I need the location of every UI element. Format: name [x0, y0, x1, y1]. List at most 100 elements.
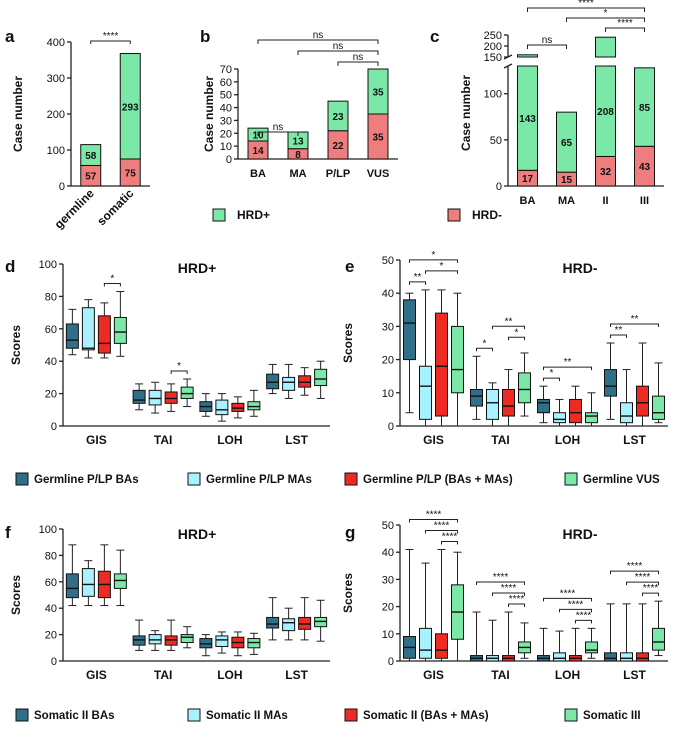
panel-letter-a: a: [5, 27, 15, 46]
data-label-hrd-pos: 85: [639, 103, 651, 114]
y-axis-label-b: Case number: [202, 76, 216, 152]
box-LOH-1: [215, 635, 229, 647]
sig-bracket-g-0-line: [441, 540, 458, 545]
panel-letter-d: d: [5, 257, 15, 276]
box-LST-1: [282, 618, 296, 632]
box-LST-1: [282, 376, 296, 391]
sig-bracket-e-7-label: **: [564, 357, 572, 368]
sig-bracket-g-11-line: [610, 570, 659, 575]
sig-bracket-g-5-label: ****: [493, 572, 509, 583]
sig-bracket-g-7-label: ****: [568, 599, 584, 610]
sig-bracket-e-3-line: [476, 347, 493, 352]
x-tick-label-GIS: GIS: [86, 668, 107, 682]
sig-bracket-c-2-line: [605, 27, 645, 32]
box-GIS-2: [97, 315, 111, 354]
sig-bracket-c-4-line: [527, 7, 645, 12]
sig-bracket-b-1-line: [257, 131, 299, 136]
x-tick-label-somatic: somatic: [94, 186, 136, 228]
y-tick-label-a: 0: [59, 181, 65, 193]
data-label-hrd-neg: 17: [522, 174, 534, 185]
y-axis-label-e: Scores: [341, 323, 355, 363]
x-tick-label-BA: BA: [250, 168, 266, 180]
y-tick-label-e: 30: [382, 321, 394, 333]
x-tick-label-VUS: VUS: [367, 168, 390, 180]
legend-swatch-legend_germline-0: [15, 472, 29, 486]
sig-bracket-e-1-line: [425, 270, 458, 274]
x-tick-label-TAI: TAI: [154, 433, 172, 447]
sig-bracket-e-7-line: [543, 366, 592, 371]
data-label-hrd-neg: 35: [372, 133, 384, 144]
panel-letter-c: c: [430, 27, 439, 46]
x-tick-label-LOH: LOH: [555, 433, 580, 447]
sig-bracket-b-4-line: [257, 39, 379, 44]
sig-bracket-c-3-label: *: [604, 8, 608, 19]
y-tick-label-b: 30: [220, 115, 232, 127]
x-tick-label-LST: LST: [285, 668, 308, 682]
sig-bracket-e-1-label: *: [440, 261, 444, 272]
panel-letter-f: f: [5, 523, 11, 542]
legend-swatch-legend_germline-3: [564, 472, 578, 486]
y-tick-label-b: 0: [226, 154, 232, 166]
x-tick-label-III: III: [640, 195, 649, 207]
y-tick-label-g: 40: [382, 547, 394, 559]
box-LOH-1: [553, 652, 566, 662]
y-tick-label-f: 60: [45, 577, 57, 589]
box-GIS-0: [65, 323, 79, 349]
bar-hrd-pos-BA-lower: [517, 65, 538, 171]
legend-label-legend_germline-0: Germline P/LP BAs: [34, 474, 139, 486]
y-tick-label-e: 0: [388, 421, 394, 433]
y-tick-label-g: 50: [382, 520, 394, 532]
data-label-hrd-pos: 13: [292, 136, 304, 147]
x-tick-label-GIS: GIS: [423, 433, 444, 447]
sig-bracket-d-0-label: *: [110, 274, 114, 285]
x-tick-label-LOH: LOH: [217, 668, 242, 682]
legend-label-hrd-neg: HRD-: [472, 208, 502, 222]
y-tick-label-g: 30: [382, 574, 394, 586]
sig-bracket-c-1-line: [527, 44, 567, 49]
y-axis-label-d: Scores: [9, 325, 23, 365]
legend-label-hrd-pos: HRD+: [237, 208, 270, 222]
y-tick-label-b: 10: [220, 141, 232, 153]
box-LST-3: [652, 395, 665, 420]
y-tick-label-e: 40: [382, 288, 394, 300]
box-GIS-0: [65, 573, 79, 599]
sig-bracket-e-9-label: **: [631, 314, 639, 325]
box-GIS-1: [419, 627, 432, 659]
sig-bracket-g-3-line: [508, 603, 525, 608]
legend-swatch-legend_somatic-2: [344, 708, 358, 722]
y-axis-label-f: Scores: [9, 575, 23, 615]
box-LST-1: [620, 402, 633, 424]
sig-bracket-g-11-label: ****: [627, 561, 643, 572]
y-tick-label-f: 20: [45, 630, 57, 642]
legend-label-legend_germline-3: Germline VUS: [583, 474, 660, 486]
sig-bracket-g-6-label: ****: [576, 610, 592, 621]
legend-swatch-legend_germline-1: [187, 472, 201, 486]
sig-bracket-c-2-label: ****: [617, 18, 633, 29]
box-LOH-2: [231, 402, 245, 412]
x-tick-label-GIS: GIS: [86, 433, 107, 447]
y-tick-label-b: 50: [220, 90, 232, 102]
sig-bracket-g-3-label: ****: [509, 594, 525, 605]
bar-hrd-pos-somatic: [119, 53, 141, 160]
bar-hrd-pos-II-upper: [595, 36, 616, 58]
x-tick-label-TAI: TAI: [491, 433, 509, 447]
sig-bracket-e-8-line: [610, 334, 627, 338]
legend-label-legend_germline-2: Germline P/LP (BAs + MAs): [363, 474, 513, 486]
legend-label-legend_somatic-2: Somatic II (BAs + MAs): [363, 710, 489, 722]
y-tick-label-c: 150: [484, 52, 502, 64]
y-tick-label-a: 300: [47, 73, 65, 85]
sig-bracket-b-1-label: ns: [273, 122, 284, 133]
y-tick-label-f: 40: [45, 603, 57, 615]
box-TAI-3: [518, 372, 531, 404]
bar-hrd-pos-BA-upper: [517, 54, 538, 58]
box-LOH-3: [585, 641, 598, 654]
box-TAI-3: [180, 634, 194, 644]
box-GIS-1: [81, 307, 95, 351]
y-tick-label-e: 50: [382, 255, 394, 267]
sig-bracket-g-8-label: ****: [560, 588, 576, 599]
box-LST-0: [266, 616, 280, 629]
y-tick-label-f: 0: [51, 656, 57, 668]
sig-bracket-g-8-line: [543, 597, 592, 602]
box-TAI-3: [180, 386, 194, 399]
